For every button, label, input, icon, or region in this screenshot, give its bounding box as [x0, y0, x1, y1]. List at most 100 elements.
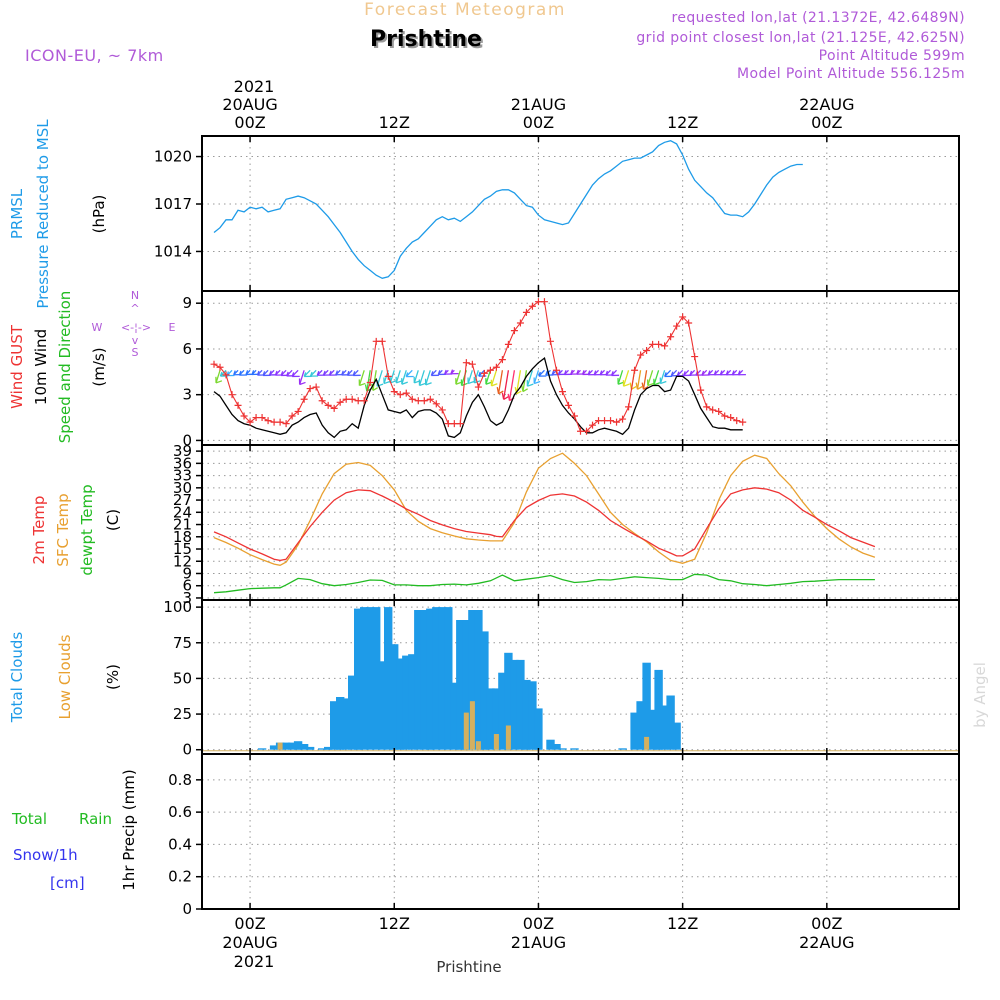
tick-label: 33: [173, 467, 192, 485]
total-cloud-bar: [348, 675, 357, 750]
wind-arrow-head: [683, 371, 692, 377]
product-title: Forecast Meteogram: [364, 0, 566, 20]
low-cloud-bar: [475, 741, 481, 750]
gust-marker: [228, 391, 236, 399]
gust-marker: [462, 359, 470, 367]
total-cloud-bar: [426, 608, 435, 750]
wind-arrow: [328, 369, 338, 376]
low-cloud-bar: [493, 734, 499, 750]
wind-arrow-head: [418, 379, 426, 387]
gust-marker: [498, 356, 506, 364]
gust-marker: [552, 366, 560, 374]
total-cloud-bar: [450, 682, 459, 750]
top-date-label: 21AUG: [511, 95, 566, 114]
wind-arrow: [551, 369, 560, 376]
pressure-line: [213, 140, 803, 279]
gust-marker: [721, 412, 729, 420]
gust-marker: [715, 407, 723, 415]
wind-arrow-head: [610, 371, 620, 377]
wind-arrow-shaft: [636, 370, 642, 390]
gust-marker: [252, 414, 260, 422]
low-cloud-bar: [505, 725, 511, 750]
tick-label: 9: [182, 564, 192, 582]
requested-coords: requested lon,lat (21.1372E, 42.6489N): [672, 10, 965, 26]
total-cloud-bar: [269, 745, 279, 750]
gust-marker: [216, 363, 224, 371]
clouds-grid: [202, 600, 959, 754]
gust-marker: [222, 371, 230, 379]
wind-arrow-shaft: [467, 370, 473, 384]
clouds-unit: (%): [104, 664, 122, 690]
location-title-shadow: Prishtine: [372, 29, 484, 54]
gust-marker: [336, 398, 344, 406]
bottom-hour-label: 12Z: [667, 914, 698, 933]
wind-arrow-shaft: [413, 370, 419, 384]
gust-marker: [613, 418, 621, 426]
gust-marker: [414, 397, 422, 405]
wind-arrow-head: [629, 382, 637, 390]
top-hour-label: 12Z: [667, 113, 698, 132]
wind-arrow-head: [358, 379, 366, 387]
low-cloud-bar: [644, 736, 650, 750]
wind-arrow-head: [533, 377, 541, 385]
total-cloud-bar: [552, 744, 561, 750]
bottom-date-label: 20AUG: [222, 933, 277, 952]
gust-marker: [733, 417, 741, 425]
total-cloud-bar: [636, 701, 645, 750]
gust-marker: [366, 378, 374, 386]
wind-arrow-head: [653, 378, 661, 386]
wind-arrow: [291, 369, 300, 378]
gust-marker: [348, 395, 356, 403]
wind-arrow-head: [444, 369, 453, 375]
gust-marker: [372, 337, 380, 345]
gust-marker: [607, 417, 615, 425]
top-hour-label: 00Z: [523, 113, 554, 132]
precip-label-snow: Snow/1h: [13, 846, 78, 864]
compass-e: E: [169, 321, 176, 334]
low-cloud-bar: [469, 701, 475, 750]
top-hour-label: 00Z: [811, 113, 842, 132]
gust-marker: [637, 351, 645, 359]
wind-arrow-shaft: [425, 370, 431, 386]
gust-marker: [655, 340, 663, 348]
model-altitude: Model Point Altitude 556.125m: [737, 66, 965, 82]
wind-arrow-shaft: [515, 370, 522, 394]
clouds-panel: 0 25 50 75 100 Total Clouds Low Clouds (%): [8, 598, 960, 759]
total-cloud-bar: [498, 672, 507, 750]
wind-arrow: [653, 370, 661, 386]
top-date-label: 20AUG: [222, 95, 277, 114]
wind-arrow-head: [437, 370, 446, 376]
wind-arrow-shaft: [490, 370, 498, 387]
clouds-tick-labels: 0 25 50 75 100: [163, 598, 828, 759]
wind-arrow: [647, 370, 654, 387]
wind-arrow-shaft: [473, 370, 479, 384]
wind-label-gust: Wind GUST: [8, 324, 26, 409]
bottom-hour-label: 12Z: [379, 914, 410, 933]
wind-arrow-head: [424, 378, 432, 386]
tick-label: 75: [173, 634, 192, 652]
total-cloud-bar: [318, 748, 327, 750]
wind-speed-line: [213, 356, 743, 439]
total-cloud-bar: [492, 688, 501, 750]
gust-marker: [661, 342, 669, 350]
wind-arrow: [610, 369, 620, 377]
wind-arrow: [701, 369, 710, 376]
wind-direction-arrows: [215, 369, 746, 402]
wind-arrow: [496, 370, 504, 395]
tick-label: 25: [173, 705, 192, 723]
wind-arrow-shaft: [485, 370, 492, 385]
total-cloud-bar: [480, 631, 489, 750]
pressure-unit: (hPa): [90, 195, 108, 234]
total-cloud-bar: [468, 610, 477, 750]
wind-arrow-shaft: [522, 370, 528, 392]
wind-arrow-shaft: [508, 370, 516, 401]
top-hour-label: 00Z: [234, 113, 265, 132]
wind-arrow-head: [622, 380, 630, 387]
sfc-temp-line: [213, 452, 876, 566]
tick-label: 30: [173, 479, 192, 497]
wind-arrow-head: [303, 372, 312, 378]
clouds-frame: [201, 599, 960, 755]
pressure-label-msl: Pressure Reduced to MSL: [34, 119, 52, 309]
wind-arrow: [352, 369, 361, 377]
